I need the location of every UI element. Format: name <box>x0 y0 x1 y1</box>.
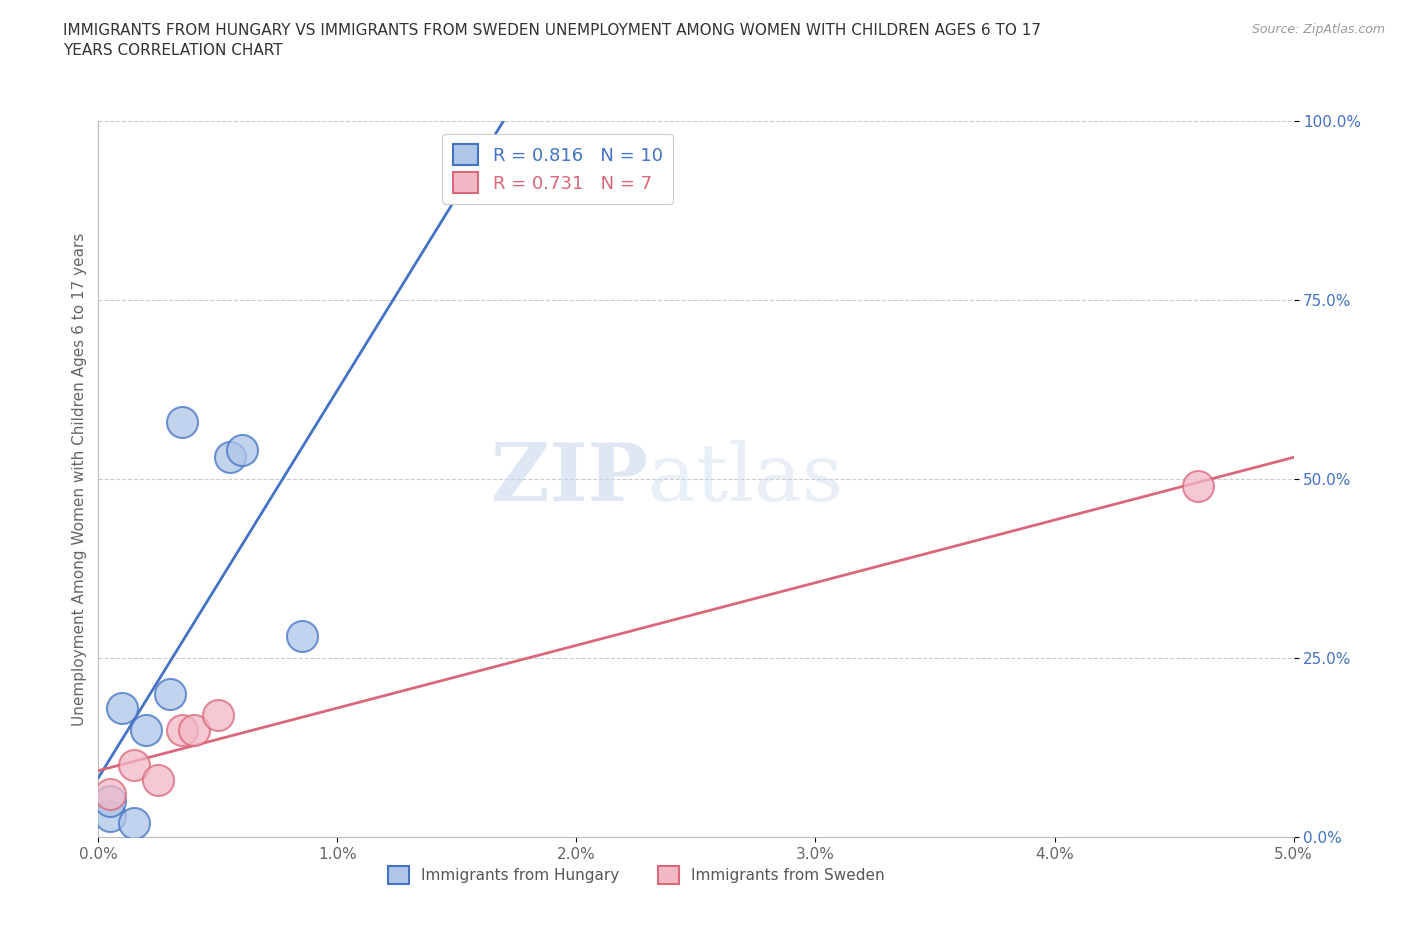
Point <box>291 629 314 644</box>
Point <box>124 816 146 830</box>
Point <box>148 772 170 787</box>
Legend: Immigrants from Hungary, Immigrants from Sweden: Immigrants from Hungary, Immigrants from… <box>381 860 891 890</box>
Text: IMMIGRANTS FROM HUNGARY VS IMMIGRANTS FROM SWEDEN UNEMPLOYMENT AMONG WOMEN WITH : IMMIGRANTS FROM HUNGARY VS IMMIGRANTS FR… <box>63 23 1042 58</box>
Y-axis label: Unemployment Among Women with Children Ages 6 to 17 years: Unemployment Among Women with Children A… <box>72 232 87 725</box>
Text: atlas: atlas <box>648 440 844 518</box>
Text: ZIP: ZIP <box>491 440 648 518</box>
Point <box>219 450 242 465</box>
Point <box>183 722 205 737</box>
Point <box>98 808 122 823</box>
Point <box>1187 479 1209 494</box>
Point <box>135 722 157 737</box>
Point <box>98 787 122 802</box>
Point <box>124 758 146 773</box>
Point <box>172 414 194 429</box>
Point <box>159 686 181 701</box>
Point <box>231 443 253 458</box>
Point <box>172 722 194 737</box>
Text: Source: ZipAtlas.com: Source: ZipAtlas.com <box>1251 23 1385 36</box>
Point <box>111 700 134 715</box>
Point <box>207 708 229 723</box>
Point <box>98 794 122 809</box>
